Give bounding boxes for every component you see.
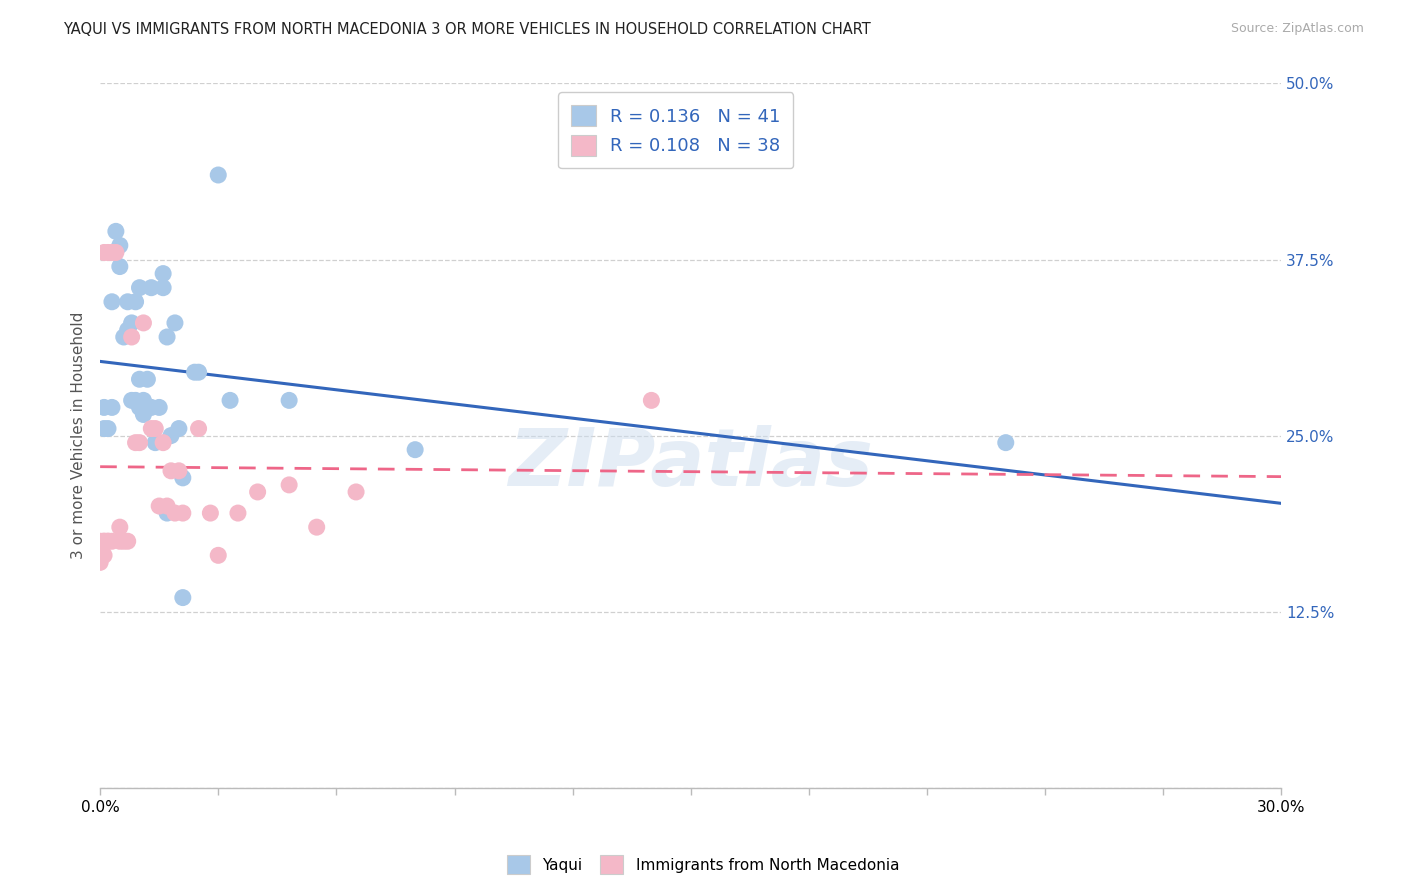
Point [108, 520, 131, 534]
Point [172, 471, 194, 485]
Point [994, 435, 1017, 450]
Point [132, 316, 155, 330]
Point [101, 245, 124, 260]
Point [156, 499, 179, 513]
Point [132, 393, 155, 408]
Point [172, 506, 194, 520]
Point [167, 464, 190, 478]
Point [207, 549, 229, 563]
Point [143, 421, 166, 435]
Point [152, 281, 174, 295]
Point [128, 372, 150, 386]
Point [148, 401, 170, 415]
Text: YAQUI VS IMMIGRANTS FROM NORTH MACEDONIA 3 OR MORE VEHICLES IN HOUSEHOLD CORRELA: YAQUI VS IMMIGRANTS FROM NORTH MACEDONIA… [63, 22, 872, 37]
Point [152, 267, 174, 281]
Point [93, 534, 115, 549]
Point [156, 330, 179, 344]
Point [141, 281, 163, 295]
Point [101, 534, 124, 549]
Point [141, 421, 163, 435]
Point [344, 485, 367, 500]
Point [108, 260, 131, 274]
Point [128, 281, 150, 295]
Point [278, 478, 301, 492]
Point [226, 506, 249, 520]
Point [128, 435, 150, 450]
Point [117, 294, 139, 309]
Point [163, 316, 186, 330]
Point [93, 245, 115, 260]
Point [101, 401, 124, 415]
Point [124, 435, 146, 450]
Point [219, 393, 242, 408]
Point [183, 365, 205, 379]
Point [156, 506, 179, 520]
Point [117, 323, 139, 337]
Point [89, 534, 111, 549]
Text: ZIPatlas: ZIPatlas [508, 425, 873, 503]
Point [160, 464, 183, 478]
Point [93, 421, 115, 435]
Point [93, 534, 115, 549]
Y-axis label: 3 or more Vehicles in Household: 3 or more Vehicles in Household [72, 312, 86, 559]
Point [112, 534, 135, 549]
Point [187, 365, 209, 379]
Point [640, 393, 662, 408]
Point [124, 393, 146, 408]
Point [167, 421, 190, 435]
Point [97, 421, 120, 435]
Text: Source: ZipAtlas.com: Source: ZipAtlas.com [1230, 22, 1364, 36]
Point [246, 485, 269, 500]
Point [160, 428, 183, 442]
Point [136, 372, 159, 386]
Point [121, 393, 143, 408]
Point [93, 549, 115, 563]
Point [101, 294, 124, 309]
Point [187, 421, 209, 435]
Point [97, 245, 120, 260]
Point [207, 168, 229, 182]
Point [104, 245, 127, 260]
Point [278, 393, 301, 408]
Point [117, 534, 139, 549]
Point [141, 401, 163, 415]
Point [121, 330, 143, 344]
Point [143, 435, 166, 450]
Point [112, 330, 135, 344]
Point [108, 534, 131, 549]
Point [305, 520, 328, 534]
Point [132, 408, 155, 422]
Point [172, 591, 194, 605]
Point [121, 316, 143, 330]
Point [108, 238, 131, 252]
Point [104, 224, 127, 238]
Point [93, 401, 115, 415]
Point [128, 401, 150, 415]
Point [152, 435, 174, 450]
Point [89, 555, 111, 569]
Point [163, 506, 186, 520]
Legend: Yaqui, Immigrants from North Macedonia: Yaqui, Immigrants from North Macedonia [501, 849, 905, 880]
Point [97, 534, 120, 549]
Point [404, 442, 426, 457]
Point [97, 534, 120, 549]
Legend: R = 0.136   N = 41, R = 0.108   N = 38: R = 0.136 N = 41, R = 0.108 N = 38 [558, 93, 793, 169]
Point [148, 499, 170, 513]
Point [200, 506, 222, 520]
Point [124, 294, 146, 309]
